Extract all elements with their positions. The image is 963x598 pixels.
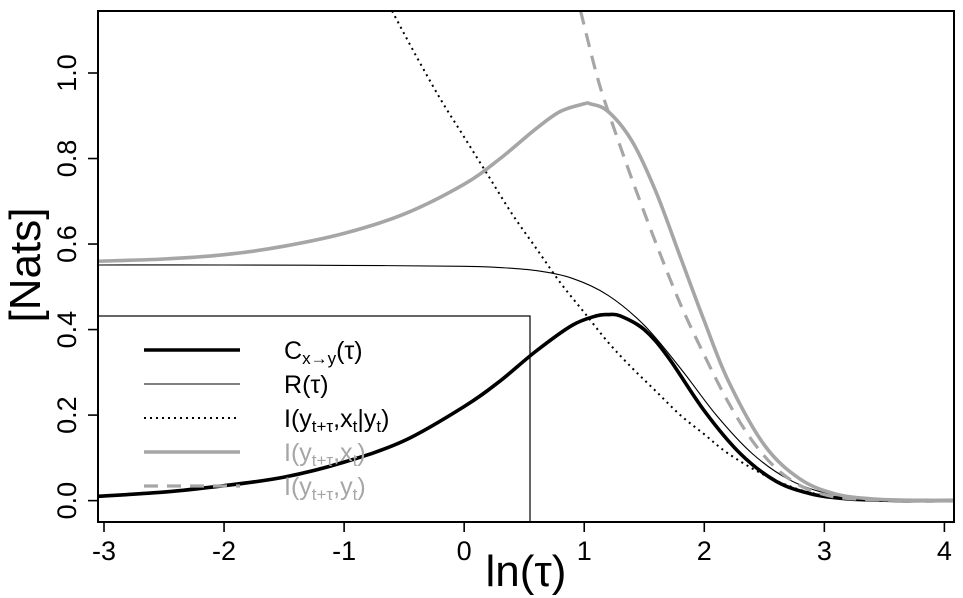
y-tick-label: 1.0 — [52, 54, 82, 92]
x-tick-label: 2 — [697, 536, 712, 566]
y-tick-label: 0.8 — [52, 140, 82, 178]
x-tick-label: 0 — [457, 536, 472, 566]
series-line-C — [98, 312, 954, 503]
x-tick-label: 4 — [937, 536, 952, 566]
y-tick-label: 0.6 — [52, 225, 82, 263]
x-tick-label: 3 — [817, 536, 832, 566]
y-tick-label: 0.2 — [52, 396, 82, 434]
series-layer — [98, 11, 954, 503]
legend-label-Icond: I(yt+τ,xt|yt) — [284, 405, 389, 436]
legend-label-Ix: I(yt+τ,xt) — [284, 439, 366, 470]
axes: -3 -2 -1 0 1 2 3 4 0.0 0.2 0.4 0.6 0.8 1.0 — [52, 54, 952, 566]
legend-label-Iy: I(yt+τ,yt) — [284, 473, 366, 504]
x-axis-title: ln(τ) — [486, 547, 567, 596]
x-tick-label: -2 — [212, 536, 236, 566]
legend-label-R: R(τ) — [284, 371, 329, 399]
x-tick-label: -1 — [332, 536, 356, 566]
series-line-Iy — [579, 11, 954, 503]
y-axis-title: [Nats] — [1, 208, 50, 323]
legend: Cx→y(τ) R(τ) I(yt+τ,xt|yt)I(yt+τ,xt)I(yt+τ… — [144, 337, 389, 504]
y-tick-label: 0.4 — [52, 311, 82, 349]
plot-frame — [97, 10, 955, 523]
series-line-Ix — [98, 101, 954, 503]
y-tick-label: 0.0 — [52, 482, 82, 520]
x-tick-label: 1 — [577, 536, 592, 566]
series-line-R — [98, 264, 954, 502]
x-tick-label: -3 — [92, 536, 116, 566]
series-line-Icond — [391, 11, 954, 502]
legend-label-C: Cx→y(τ) — [284, 337, 363, 368]
